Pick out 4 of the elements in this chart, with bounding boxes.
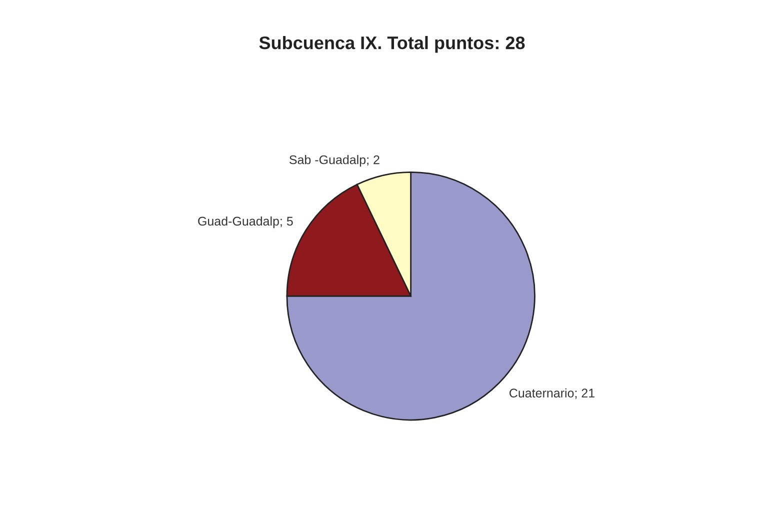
slice-label: Cuaternario; 21: [510, 388, 594, 399]
chart-title: Subcuenca IX. Total puntos: 28: [259, 36, 525, 53]
slice-label: Sab -Guadalp; 2: [289, 155, 380, 167]
slice-label: Guad-Guadalp; 5: [198, 216, 293, 228]
